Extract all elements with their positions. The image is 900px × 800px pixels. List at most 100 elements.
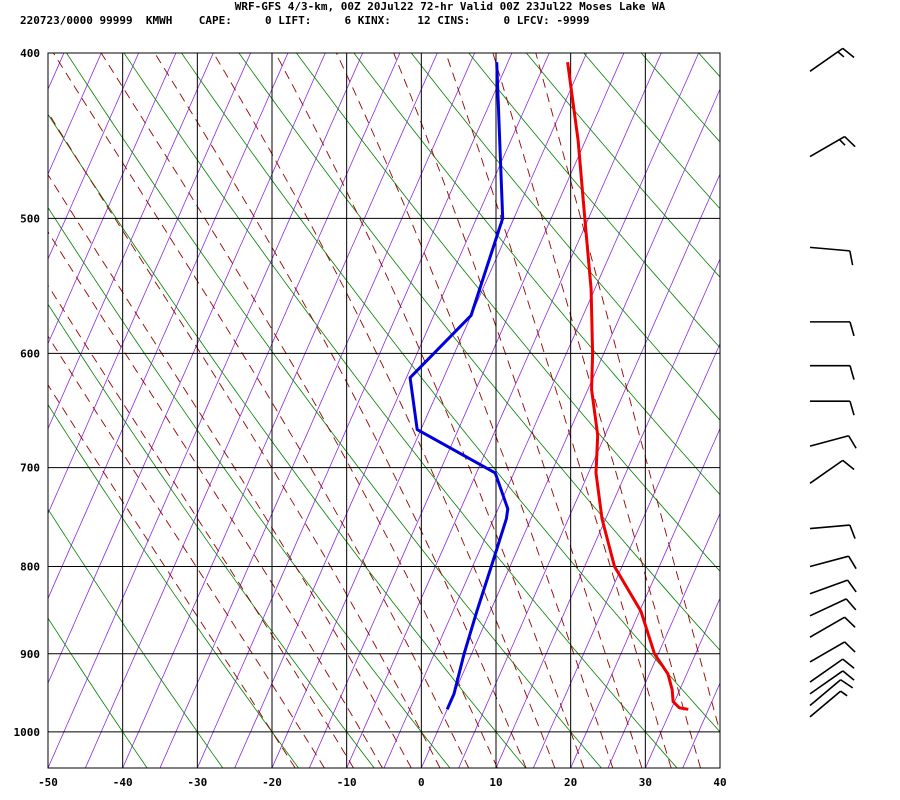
isotherm-line [757, 53, 900, 768]
moist-adiabat-line [100, 53, 498, 768]
isotherm-line [719, 767, 720, 768]
isotherm-line [795, 53, 900, 768]
dry-adiabat-line [353, 53, 720, 496]
wind-barb-flag [842, 47, 855, 59]
wind-barb-half-flag [840, 690, 848, 697]
x-tick-label: -50 [38, 776, 58, 789]
wind-barb [809, 555, 857, 570]
chart-title: WRF-GFS 4/3-km, 00Z 20Jul22 72-hr Valid … [234, 0, 666, 13]
wind-barb [809, 135, 856, 158]
dry-adiabat-line [814, 53, 900, 768]
wind-barb [809, 579, 857, 595]
wind-barb [809, 679, 854, 707]
dry-adiabat-line [756, 53, 900, 768]
dry-adiabat-line [410, 53, 720, 421]
isotherm-line [84, 53, 401, 768]
isotherm-line [48, 53, 177, 345]
isotherm-line [383, 53, 699, 768]
wind-barb-staff [809, 658, 844, 683]
wind-barb [809, 641, 856, 663]
wind-barb-flag [842, 459, 855, 471]
dry-adiabat-line [640, 53, 720, 143]
dry-adiabat-line [296, 53, 720, 572]
background-lines [48, 53, 900, 768]
wind-barb [809, 47, 855, 72]
isotherm-line [159, 53, 475, 768]
wind-barb-flag [847, 435, 857, 449]
isotherm-line [196, 53, 513, 768]
dry-adiabat-line [48, 508, 224, 768]
isotherm-line [48, 53, 289, 600]
moist-adiabat-line [393, 53, 643, 768]
wind-barb-staff [809, 524, 850, 530]
y-tick-label: 1000 [14, 726, 41, 739]
isotherm-line [532, 342, 720, 768]
isotherm-line [48, 53, 251, 515]
isotherm-line [607, 512, 720, 768]
isotherm-line [346, 53, 662, 768]
wind-barb [810, 364, 855, 380]
isotherm-line [682, 682, 720, 768]
wind-barb-staff [809, 679, 842, 707]
wind-barb-flag [849, 524, 856, 539]
wind-barbs [809, 47, 857, 718]
dry-adiabat-line [123, 53, 678, 768]
wind-barb-flag [849, 400, 855, 416]
wind-barb [809, 690, 848, 718]
wind-barb-staff [809, 135, 846, 158]
wind-barb [809, 616, 856, 638]
moist-adiabat-line [445, 53, 672, 768]
x-tick-label: -10 [337, 776, 357, 789]
wind-barb [809, 524, 856, 539]
dry-adiabat-line [698, 53, 720, 78]
plot-frame [47, 52, 721, 769]
wind-barb-flag [844, 616, 856, 628]
moist-adiabat-line [274, 53, 585, 768]
y-tick-label: 500 [20, 212, 40, 225]
moist-adiabat-line [53, 53, 470, 768]
dry-adiabat-line [871, 53, 900, 768]
wind-barb-flag [842, 670, 855, 681]
moist-adiabat-line [335, 53, 614, 768]
moist-adiabat-line [48, 231, 383, 768]
wind-barb-flag [849, 365, 855, 380]
tick-labels: -50 -40 -30 -20 -10 0 10 20 30 40 400 500 600 700 800 9… [14, 47, 727, 789]
profile-lines [408, 62, 689, 711]
y-tick-label: 800 [20, 561, 40, 574]
wind-barb [810, 400, 855, 416]
dry-adiabat-line [238, 53, 720, 651]
wind-barb [809, 459, 855, 484]
x-tick-label: 30 [639, 776, 652, 789]
moist-adiabat-line [535, 53, 720, 734]
dewpoint-profile-line [408, 62, 510, 710]
wind-barb [809, 246, 854, 266]
isotherm-line [570, 427, 720, 768]
x-tick-label: -40 [113, 776, 133, 789]
grid-lines [48, 53, 720, 768]
isotherm-line [48, 53, 214, 430]
dry-adiabat-line [66, 53, 602, 768]
wind-barb-staff [809, 598, 847, 617]
isotherm-line [48, 53, 102, 176]
wind-barb-staff [809, 435, 849, 447]
isotherm-line [234, 53, 550, 768]
isotherm-line [458, 173, 720, 768]
wind-barb [809, 435, 857, 449]
wind-barb-staff [809, 670, 844, 695]
wind-barb-flag [849, 250, 854, 266]
wind-barb-half-flag [838, 138, 846, 146]
wind-barb-flag [844, 641, 856, 653]
x-tick-label: 20 [564, 776, 577, 789]
moist-adiabat-line [48, 111, 441, 768]
dry-adiabat-line [468, 53, 720, 349]
moist-adiabat-line [213, 53, 556, 768]
dry-adiabat-line [48, 303, 375, 768]
isotherm-line [495, 258, 720, 768]
wind-barb-staff [809, 616, 846, 638]
wind-barb-flag [845, 598, 857, 611]
dry-adiabat-line [48, 206, 451, 768]
moist-adiabat-line [492, 53, 701, 768]
wind-barb-flag [846, 579, 857, 593]
wind-barb-staff [809, 579, 848, 595]
